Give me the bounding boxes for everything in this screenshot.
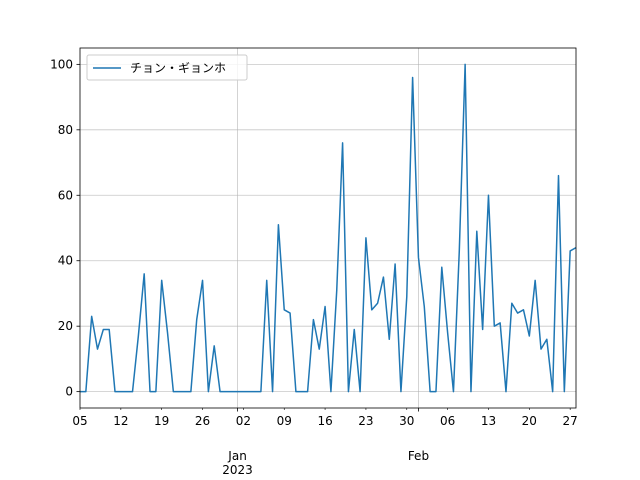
x-minor-tick-label: 12 [113,414,128,428]
series-layer [80,63,577,393]
legend: チョン・ギョンホ [86,54,248,81]
x-minor-tick-label: 30 [399,414,414,428]
y-axis: 0 20 40 60 80 100 [50,57,80,399]
y-tick-label: 60 [58,188,73,202]
legend-box [86,54,248,81]
axes-frame [79,47,577,409]
x-minor-tick-label: 05 [72,414,87,428]
y-tick-label: 20 [58,319,73,333]
y-tick-label: 100 [50,57,73,71]
grid [80,48,576,408]
axes-spines [79,47,577,409]
x-minor-tick-label: 09 [277,414,292,428]
x-minor-tick-label: 02 [236,414,251,428]
y-tick-label: 0 [65,385,73,399]
y-tick-label: 40 [58,254,73,268]
x-major-tick-label: Jan [227,449,247,463]
x-minor-tick-label: 13 [481,414,496,428]
x-minor-tick-label: 19 [154,414,169,428]
x-minor-tick-label: 16 [317,414,332,428]
x-minor-tick-label: 23 [358,414,373,428]
x-major-tick-label: Feb [408,449,429,463]
x-minor-tick-label: 27 [563,414,578,428]
series-line [80,63,577,393]
x-minor-tick-label: 06 [440,414,455,428]
x-minor-tick-label: 20 [522,414,537,428]
x-major-tick-label: 2023 [222,463,253,477]
legend-label: チョン・ギョンホ [130,61,226,75]
x-minor-tick-label: 26 [195,414,210,428]
y-tick-label: 80 [58,123,73,137]
